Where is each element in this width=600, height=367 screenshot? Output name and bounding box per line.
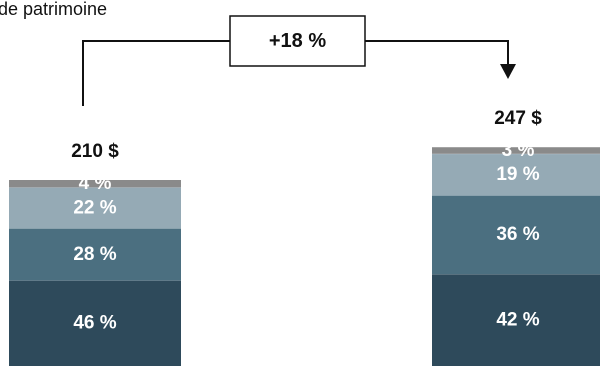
- growth-box: [229, 15, 366, 67]
- bar-total-label: 247 $: [494, 108, 542, 129]
- bar-segment: [9, 228, 181, 281]
- chart-title: de patrimoine: [0, 0, 107, 19]
- growth-arrowhead: [500, 64, 516, 79]
- bar-segment: [9, 180, 181, 188]
- segment-label: 19 %: [496, 164, 539, 185]
- bar-segment: [9, 187, 181, 229]
- bar-total-label: 210 $: [71, 141, 119, 162]
- segment-label: 4 %: [79, 173, 112, 194]
- bar-segment: [432, 195, 600, 275]
- segment-label: 46 %: [73, 313, 116, 334]
- segment-label: 36 %: [496, 224, 539, 245]
- bar-segment: [432, 153, 600, 196]
- segment-label: 22 %: [73, 197, 116, 218]
- segment-label: 3 %: [502, 140, 535, 161]
- bar-segment: [432, 274, 600, 366]
- segment-label: 28 %: [73, 244, 116, 265]
- bar-segment: [432, 147, 600, 154]
- bars-group: 46 % 28 % 22 % 4 % 42 % 36 % 19 % 3 %: [9, 140, 600, 366]
- growth-label: +18 %: [269, 30, 326, 52]
- totals-group: 210 $ 247 $: [71, 108, 542, 162]
- growth-connector: +18 %: [82, 15, 516, 106]
- bar-segment: [9, 280, 181, 366]
- segment-label: 42 %: [496, 310, 539, 331]
